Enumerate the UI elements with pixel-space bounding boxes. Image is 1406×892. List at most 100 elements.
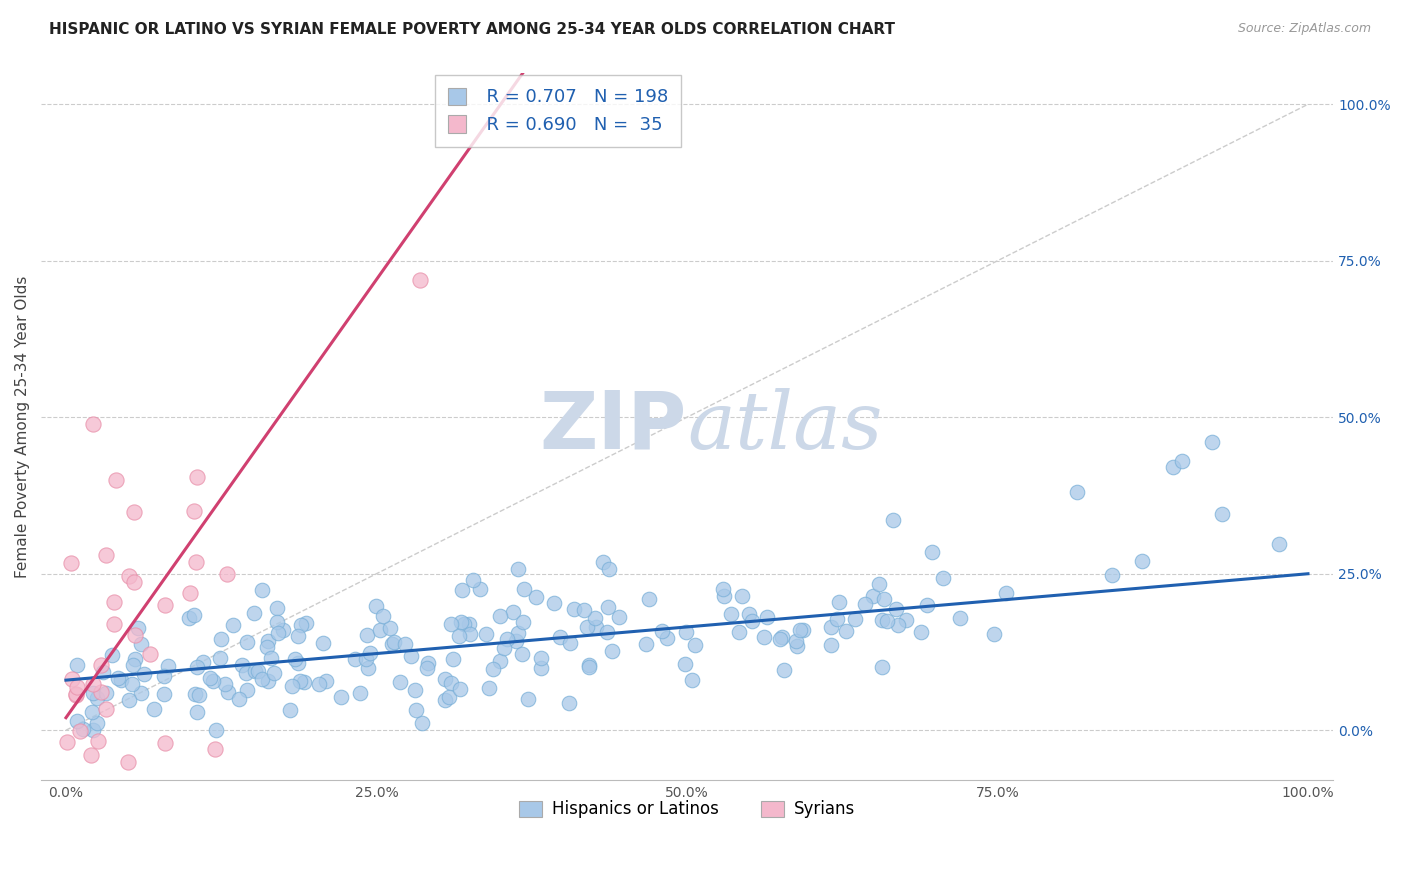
Point — [70, 781, 93, 796]
Point — [59, 788, 82, 802]
Point — [82, 686, 104, 700]
Point — [122, 658, 145, 673]
Point — [530, 650, 553, 665]
Point — [401, 649, 423, 664]
Point — [94, 686, 117, 700]
Point — [60, 672, 83, 686]
Point — [512, 615, 534, 630]
Point — [894, 613, 917, 627]
Point — [65, 688, 87, 702]
Point — [1161, 460, 1184, 475]
Point — [713, 589, 735, 603]
Point — [737, 607, 759, 621]
Point — [231, 657, 253, 672]
Point — [129, 637, 152, 651]
Point — [183, 504, 205, 518]
Point — [202, 673, 225, 688]
Point — [59, 556, 82, 570]
Point — [186, 555, 208, 569]
Point — [772, 663, 794, 677]
Point — [752, 630, 775, 644]
Point — [488, 609, 510, 624]
Point — [506, 626, 529, 640]
Point — [513, 582, 536, 596]
Point — [155, 736, 177, 750]
Point — [792, 624, 814, 638]
Text: ZIP: ZIP — [540, 388, 688, 466]
Point — [188, 688, 211, 702]
Y-axis label: Female Poverty Among 25-34 Year Olds: Female Poverty Among 25-34 Year Olds — [15, 276, 30, 578]
Point — [117, 755, 139, 769]
Point — [675, 624, 697, 639]
Point — [65, 687, 87, 701]
Point — [278, 703, 301, 717]
Point — [844, 612, 866, 626]
Point — [488, 654, 510, 668]
Point — [755, 609, 778, 624]
Point — [122, 574, 145, 589]
Point — [204, 742, 226, 756]
Point — [440, 676, 463, 690]
Point — [592, 555, 614, 569]
Point — [250, 583, 273, 598]
Point — [600, 644, 623, 658]
Point — [124, 651, 146, 665]
Point — [638, 592, 661, 607]
Point — [562, 602, 585, 616]
Point — [576, 620, 599, 634]
Point — [578, 657, 600, 672]
Point — [876, 614, 898, 628]
Point — [72, 723, 94, 737]
Point — [69, 723, 91, 738]
Point — [868, 577, 890, 591]
Point — [371, 609, 394, 624]
Point — [266, 601, 288, 615]
Point — [118, 693, 141, 707]
Point — [381, 637, 404, 651]
Point — [720, 607, 742, 621]
Point — [451, 583, 474, 598]
Point — [236, 635, 259, 649]
Point — [284, 651, 307, 665]
Point — [394, 637, 416, 651]
Point — [121, 677, 143, 691]
Point — [153, 669, 176, 683]
Point — [82, 417, 104, 431]
Point — [449, 629, 471, 643]
Point — [89, 685, 111, 699]
Point — [228, 691, 250, 706]
Point — [359, 646, 381, 660]
Point — [179, 585, 201, 599]
Text: HISPANIC OR LATINO VS SYRIAN FEMALE POVERTY AMONG 25-34 YEAR OLDS CORRELATION CH: HISPANIC OR LATINO VS SYRIAN FEMALE POVE… — [49, 22, 896, 37]
Point — [87, 734, 110, 748]
Point — [683, 638, 706, 652]
Point — [1268, 537, 1291, 551]
Point — [828, 595, 851, 609]
Point — [416, 661, 439, 675]
Point — [681, 673, 703, 688]
Point — [222, 617, 245, 632]
Point — [727, 624, 749, 639]
Point — [598, 562, 620, 576]
Point — [91, 665, 114, 679]
Point — [478, 681, 501, 696]
Point — [235, 682, 257, 697]
Point — [66, 714, 89, 728]
Point — [257, 673, 280, 688]
Point — [157, 659, 180, 673]
Point — [183, 607, 205, 622]
Point — [453, 616, 475, 631]
Point — [56, 735, 79, 749]
Point — [585, 619, 607, 633]
Point — [191, 655, 214, 669]
Point — [789, 623, 811, 637]
Point — [655, 631, 678, 645]
Point — [263, 666, 285, 681]
Point — [266, 615, 288, 629]
Point — [770, 630, 793, 644]
Point — [502, 605, 524, 619]
Point — [349, 686, 371, 700]
Point — [281, 679, 304, 693]
Point — [517, 692, 540, 706]
Point — [496, 632, 519, 646]
